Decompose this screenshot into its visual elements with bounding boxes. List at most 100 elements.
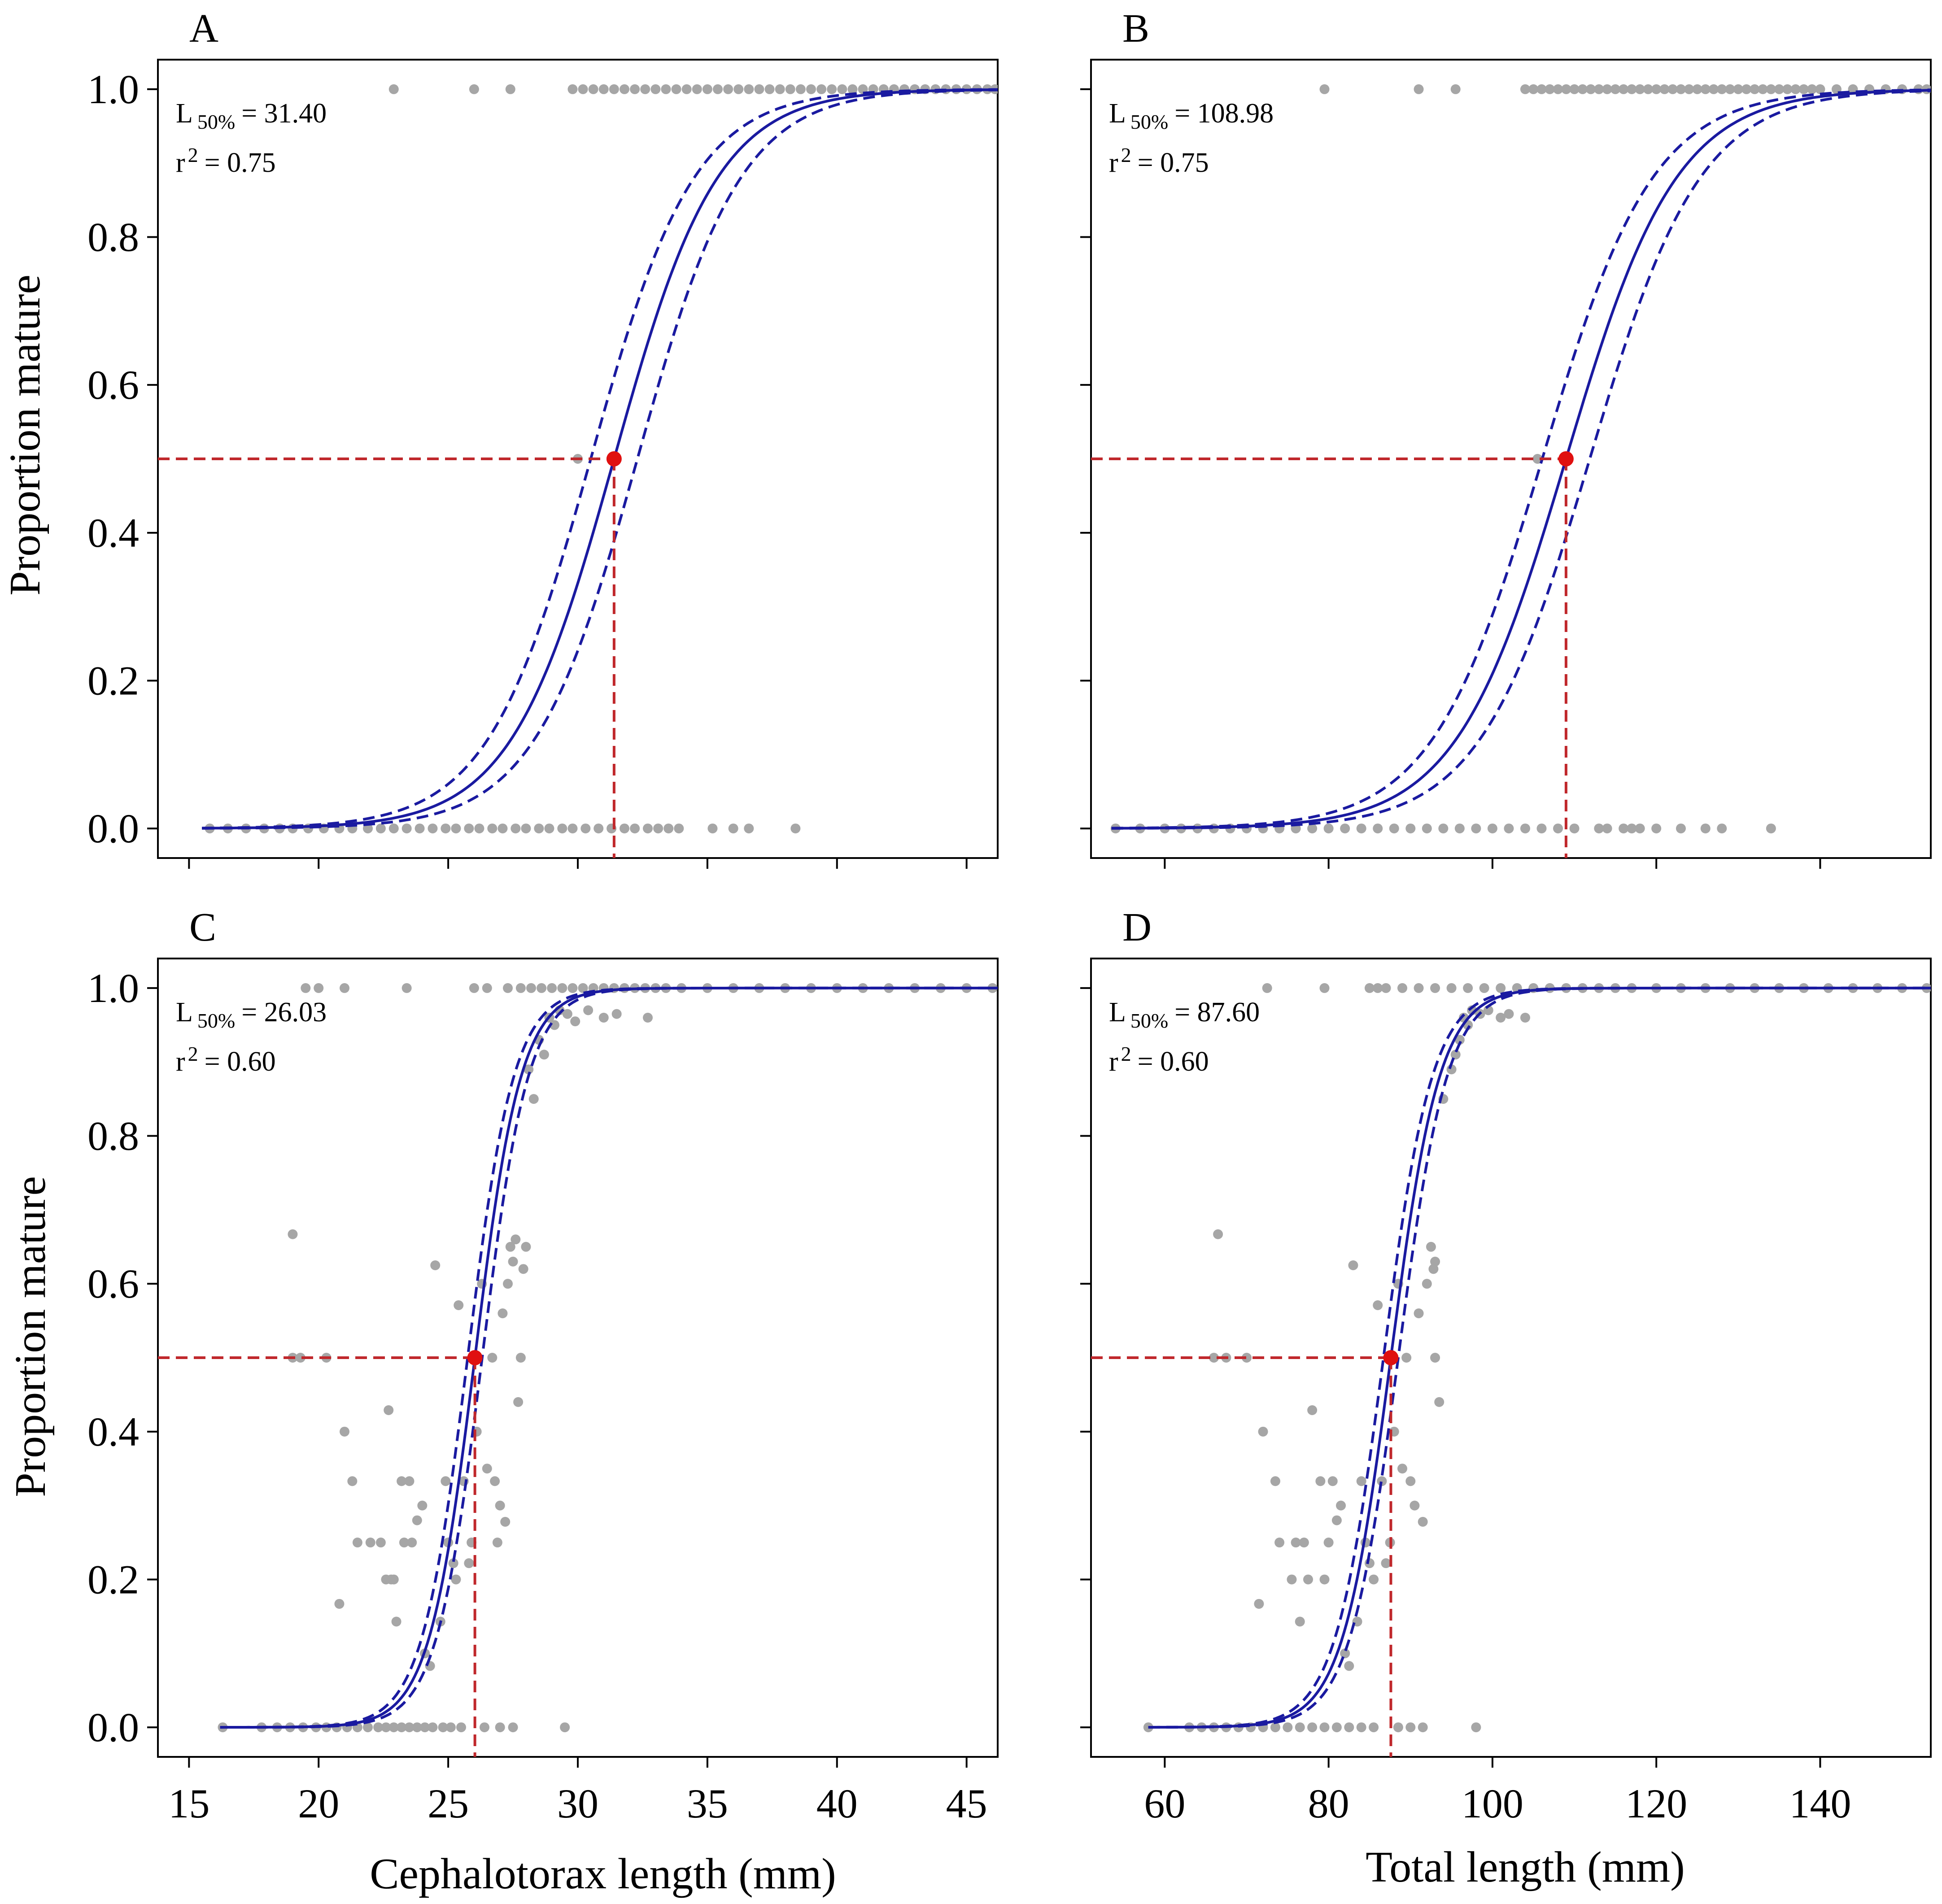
panel-c-data-point	[428, 1722, 438, 1733]
panel-b-data-point	[1635, 823, 1645, 834]
panel-c-data-point	[528, 1094, 539, 1104]
panel-b-data-point	[1717, 84, 1727, 94]
panel-b-data-point	[1725, 84, 1735, 94]
panel-a-ytick-label: 0.4	[87, 510, 139, 556]
panel-b-data-point	[1561, 84, 1571, 94]
panel-b-data-point	[1627, 84, 1637, 94]
panel-d-r2-annotation: r 2 = 0.60	[1109, 1042, 1209, 1077]
panel-c-data-point	[598, 1012, 609, 1023]
panel-d-data-point	[1422, 1279, 1432, 1289]
panel-a-data-point	[567, 823, 578, 834]
panel-b-plot-area	[1091, 84, 1931, 858]
panel-d-data-point	[1319, 983, 1330, 993]
x-axis-title-right: Total length (mm)	[1366, 1843, 1685, 1891]
panel-b-data-point	[1545, 84, 1555, 94]
panel-c-data-point	[513, 1397, 524, 1407]
panel-b-data-point	[1532, 454, 1543, 464]
panel-b-data-point	[1414, 84, 1424, 94]
panel-b-data-point	[1323, 823, 1334, 834]
panel-a-data-point	[847, 84, 858, 94]
panel-d-data-point	[1369, 1574, 1379, 1585]
panel-c-r2-annotation: r 2 = 0.60	[176, 1042, 276, 1077]
panel-d-data-point	[1414, 983, 1424, 993]
panel-c-data-point	[515, 983, 526, 993]
panel-d-ci-upper	[1148, 986, 1931, 1729]
panel-b-data-point	[1692, 84, 1702, 94]
panel-a-data-point	[487, 823, 498, 834]
panel-d-data-point	[1426, 1242, 1436, 1252]
panel-b-l50-annotation: L 50% = 108.98	[1109, 98, 1274, 133]
panel-a-data-point	[544, 823, 554, 834]
panel-a-data-point	[630, 823, 640, 834]
panel-a-data-point	[415, 823, 425, 834]
panel-a-data-point	[702, 84, 712, 94]
x-axis-title-left: Cephalotorax length (mm)	[370, 1850, 836, 1898]
panel-d-data-point	[1291, 1538, 1301, 1548]
panel-d-data-point	[1348, 1260, 1358, 1270]
panel-b-data-point	[1651, 84, 1662, 94]
panel-a-data-point	[790, 823, 801, 834]
panel-a-ytick-label: 0.0	[87, 806, 139, 851]
panel-b-fit-curve	[1111, 89, 1931, 830]
panel-d-data-point	[1430, 1256, 1440, 1267]
panel-d-data-point	[1274, 1538, 1285, 1548]
panel-a-data-point	[671, 84, 681, 94]
panel-b-data-point	[1586, 84, 1596, 94]
panel-a-data-point	[594, 823, 604, 834]
panel-c-data-point	[451, 1574, 461, 1585]
panel-c-data-point	[365, 1538, 375, 1548]
panel-b-data-point	[1798, 84, 1809, 94]
panel-b-letter: B	[1122, 6, 1149, 51]
panel-c-l50-marker	[467, 1350, 483, 1365]
panel-a-data-point	[630, 84, 640, 94]
panel-a-plot-area	[158, 84, 998, 858]
panel-a-data-point	[713, 84, 723, 94]
panel-a-data-point	[534, 823, 544, 834]
panel-c-data-point	[412, 1515, 422, 1525]
panel-a-data-point	[795, 84, 806, 94]
panel-d-data-point	[1373, 983, 1383, 993]
panel-b-ci-lower	[1111, 89, 1931, 830]
panel-a-ci-upper	[202, 88, 998, 830]
panel-b-data-point	[1766, 84, 1776, 94]
panel-b-data-point	[1602, 823, 1612, 834]
panel-d-data-point	[1410, 1500, 1420, 1511]
panel-c-ytick-label: 0.4	[87, 1409, 139, 1455]
panel-c-data-point	[495, 1722, 505, 1733]
panel-d-data-point	[1356, 1722, 1366, 1733]
panel-d-data-point	[1463, 983, 1473, 993]
panel-c-data-point	[643, 1012, 653, 1023]
panel-c-data-point	[441, 1476, 451, 1486]
panel-b-data-point	[1619, 823, 1629, 834]
panel-a-r2-annotation: r 2 = 0.75	[176, 144, 276, 178]
panel-c-data-point	[397, 1722, 407, 1733]
panel-c-data-point	[438, 1722, 448, 1733]
panel-c-l50-annotation: L 50% = 26.03	[176, 997, 327, 1032]
panel-a-data-point	[511, 823, 521, 834]
panel-a-data-point	[401, 823, 412, 834]
panel-d-data-point	[1295, 1722, 1305, 1733]
panel-c-ytick-label: 0.6	[87, 1261, 139, 1307]
panel-a-data-point	[578, 84, 588, 94]
panel-d-xtick-label: 100	[1462, 1781, 1523, 1826]
panel-b-data-point	[1528, 84, 1539, 94]
panel-a-data-point	[806, 84, 816, 94]
panel-b-data-point	[1536, 823, 1547, 834]
panel-d-data-point	[1331, 1515, 1342, 1525]
panel-c-data-point	[295, 1353, 305, 1363]
panel-d-data-point	[1283, 1722, 1293, 1733]
panel-d-data-point	[1319, 1574, 1330, 1585]
panel-a-ytick-label: 0.2	[87, 658, 139, 703]
panel-b-data-point	[1577, 84, 1588, 94]
panel-c-data-point	[454, 1300, 464, 1310]
panel-c-letter: C	[189, 905, 216, 950]
panel-c-data-point	[445, 1722, 456, 1733]
panel-c-data-point	[557, 983, 567, 993]
panel-d-data-point	[1287, 1574, 1297, 1585]
panel-d-data-point	[1340, 1648, 1350, 1659]
panel-a-data-point	[674, 823, 684, 834]
panel-b-data-point	[1569, 823, 1580, 834]
panel-d-l50-annotation: L 50% = 87.60	[1109, 997, 1260, 1032]
panel-c-data-point	[490, 1476, 500, 1486]
panel-d-data-point	[1369, 1722, 1379, 1733]
